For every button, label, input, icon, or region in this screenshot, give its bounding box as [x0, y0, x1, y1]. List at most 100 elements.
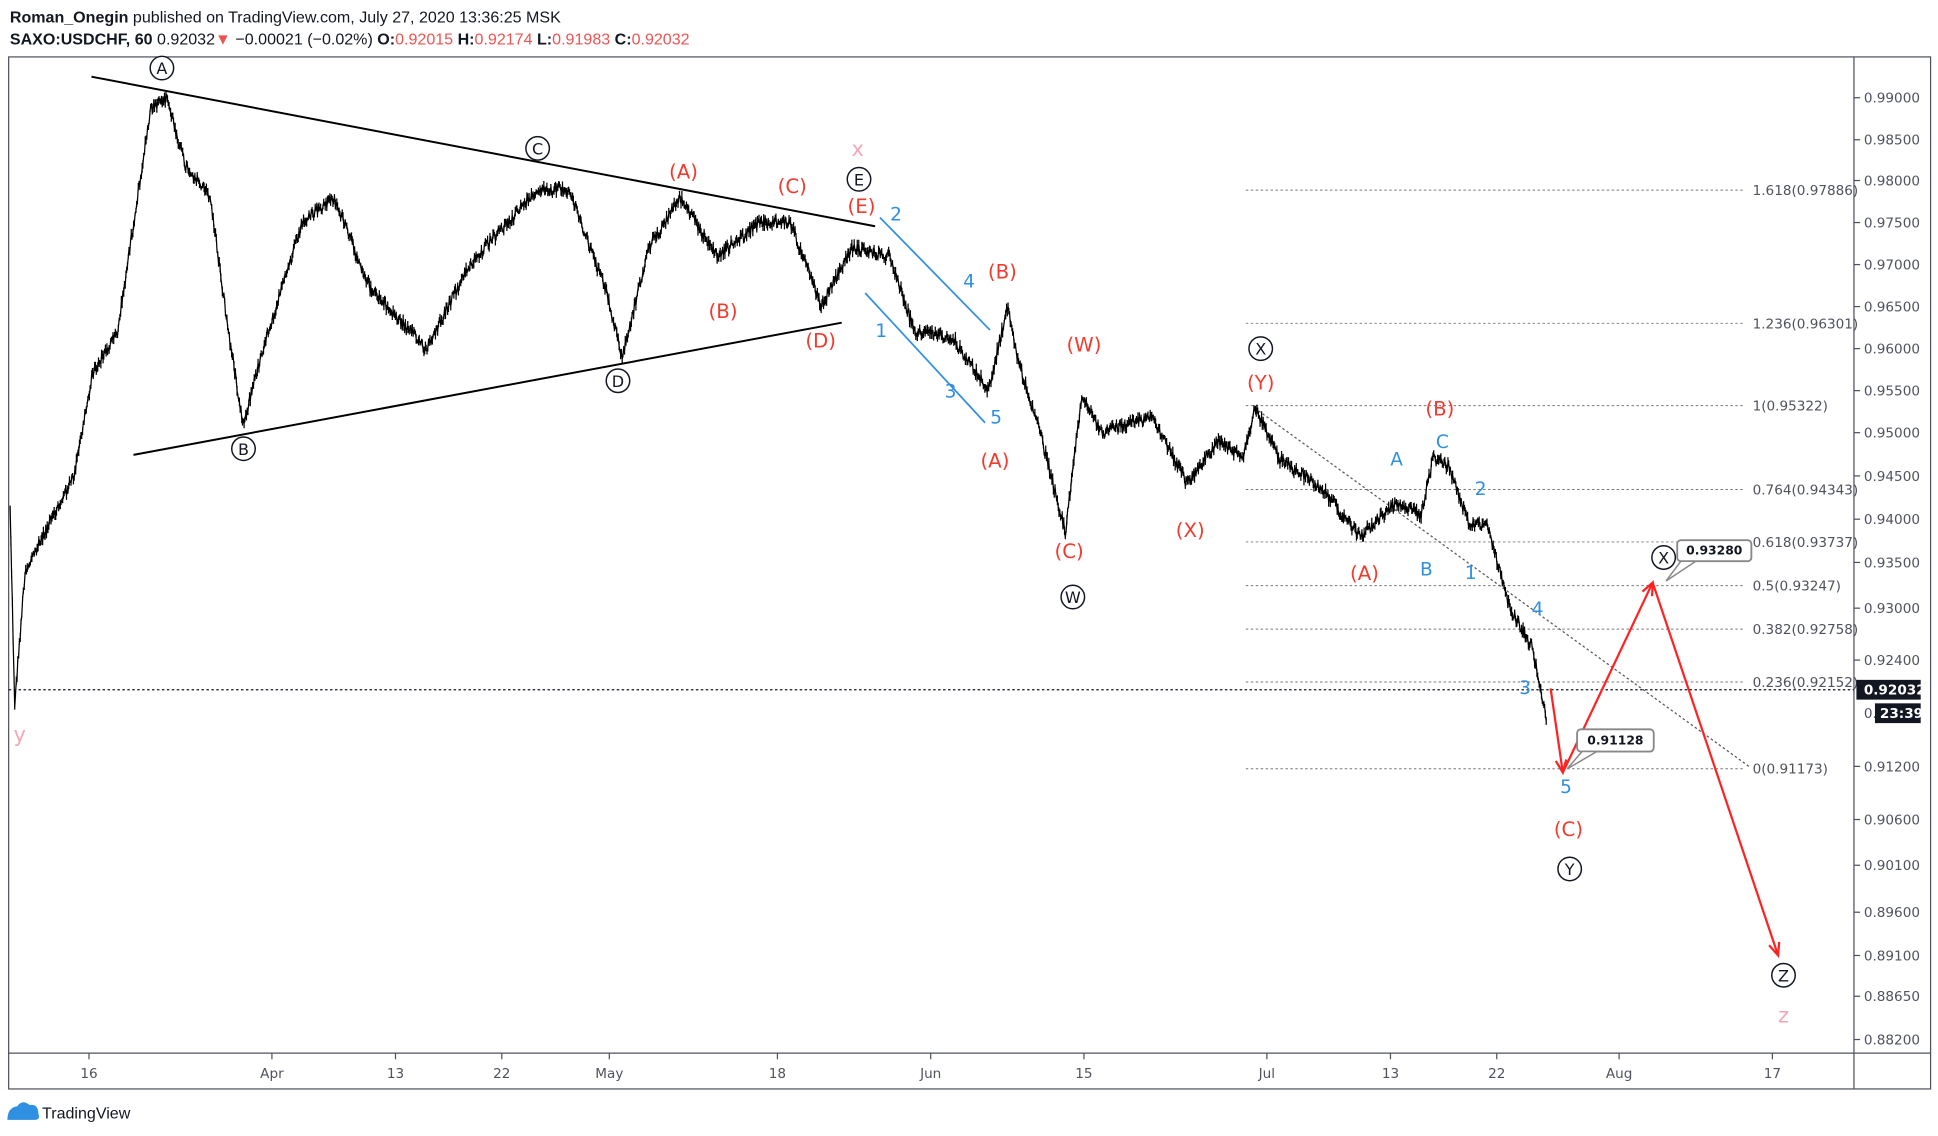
dotted-trendline[interactable]: [1254, 407, 1750, 767]
wave-label-blue[interactable]: B: [1420, 559, 1433, 580]
wave-label-circled[interactable]: D: [605, 368, 631, 394]
wave-label-pink[interactable]: x: [852, 136, 864, 161]
channel-lower-line[interactable]: [864, 292, 986, 424]
wave-label-blue[interactable]: 1: [1465, 563, 1477, 584]
wave-label-blue[interactable]: 5: [990, 407, 1002, 428]
projection-arrow[interactable]: [1651, 582, 1780, 956]
close-label: C:: [615, 31, 632, 49]
wave-label-circled[interactable]: X: [1651, 545, 1677, 570]
wave-label-blue[interactable]: 2: [1475, 479, 1487, 500]
wave-label-red[interactable]: (C): [1554, 818, 1583, 841]
arrow-head-icon: [1554, 759, 1568, 776]
price-series: [9, 91, 1547, 725]
wave-label-text: X: [1255, 340, 1266, 359]
price-tick-label: 0.89100: [1864, 948, 1920, 964]
wave-label-circled[interactable]: C: [525, 135, 551, 161]
wave-label-text: X: [1658, 549, 1669, 568]
price-tick-label: 0.96500: [1864, 300, 1920, 316]
wave-label-blue[interactable]: C: [1436, 432, 1449, 453]
last-price-badge: [1856, 679, 1921, 700]
wave-label-red[interactable]: (W): [1066, 333, 1101, 356]
wave-label-red[interactable]: (D): [805, 330, 836, 353]
wave-label-red[interactable]: (X): [1176, 519, 1205, 542]
brand-name: TradingView: [42, 1105, 131, 1123]
wave-label-red[interactable]: (C): [1054, 540, 1083, 563]
triangle-upper-trendline[interactable]: [91, 75, 876, 228]
circle-icon: [1651, 545, 1677, 570]
price-tick-label: 0.88200: [1864, 1032, 1920, 1048]
wave-labels[interactable]: A B C D E W X Y X Z (A) (C) (E) (B) (D) (B) (W) (A) (C) (X)…: [14, 55, 1796, 1027]
wave-label-red[interactable]: (E): [848, 195, 876, 218]
last-price: 0.92032: [157, 31, 215, 49]
price-tick-label: 0.90100: [1864, 858, 1920, 874]
chart-frame: [8, 56, 1932, 1090]
wave-label-pink[interactable]: z: [1778, 1002, 1789, 1027]
wave-label-circled[interactable]: B: [231, 436, 256, 462]
wave-label-blue[interactable]: 4: [1532, 599, 1544, 620]
time-tick-label: Jun: [919, 1066, 941, 1082]
wave-label-red[interactable]: (A): [669, 160, 698, 183]
wave-label-circled[interactable]: Z: [1771, 962, 1796, 988]
wave-label-blue[interactable]: 4: [963, 271, 975, 292]
wave-label-blue[interactable]: A: [1390, 449, 1403, 470]
channel-upper-line[interactable]: [879, 216, 991, 331]
wave-label-text: Z: [1778, 966, 1789, 985]
wave-label-pink[interactable]: y: [14, 722, 26, 747]
wave-label-circled[interactable]: W: [1060, 584, 1086, 610]
time-tick-label: 22: [493, 1066, 510, 1082]
wave-label-text: B: [238, 440, 249, 459]
wave-label-circled[interactable]: Y: [1557, 856, 1583, 882]
fib-level-label: 1.618(0.97886): [1753, 183, 1859, 199]
countdown-prefix: 0.: [1864, 706, 1877, 722]
triangle-lower-trendline[interactable]: [133, 321, 842, 456]
close-value: 0.92032: [632, 31, 690, 49]
wave-label-red[interactable]: (A): [1350, 562, 1379, 585]
wave-label-blue[interactable]: 2: [890, 205, 902, 226]
time-tick-label: Apr: [260, 1066, 284, 1082]
price-axis[interactable]: 0.99000 0.98500 0.98000 0.97500 0.97000 0.965…: [1853, 91, 1920, 1049]
tradingview-logo[interactable]: TradingView: [7, 1102, 131, 1123]
wave-label-red[interactable]: (B): [1425, 398, 1454, 421]
fib-level-label: 1.236(0.96301): [1753, 316, 1859, 332]
time-axis[interactable]: 16 Apr 13 22 May 18 Jun 15 Jul 13 22 Aug 17: [80, 1053, 1781, 1082]
low-label: L:: [537, 31, 552, 49]
price-tick-label: 0.94500: [1864, 469, 1920, 485]
wave-label-circled[interactable]: E: [846, 166, 872, 192]
fib-level-label: 1(0.95322): [1753, 399, 1828, 415]
wave-label-blue[interactable]: 1: [875, 321, 887, 342]
callout-093280[interactable]: 0.93280: [1665, 539, 1753, 582]
fib-level-label: 0.764(0.94343): [1753, 482, 1859, 498]
time-tick-label: May: [595, 1066, 623, 1082]
wave-label-red[interactable]: (B): [988, 260, 1017, 283]
wave-label-blue[interactable]: 3: [1519, 678, 1531, 699]
circle-icon: [1248, 336, 1274, 362]
callout-091128[interactable]: 0.91128: [1566, 728, 1655, 770]
projection-arrow[interactable]: [1549, 688, 1564, 773]
wave-label-blue[interactable]: 5: [1560, 777, 1572, 798]
circle-icon: [846, 166, 872, 192]
wave-label-blue[interactable]: 3: [945, 381, 957, 402]
wave-label-red[interactable]: (B): [709, 300, 738, 323]
fib-retracement[interactable]: 1.618(0.97886) 1.236(0.96301) 1(0.95322) 0.…: [1245, 183, 1859, 778]
projection-arrows[interactable]: [1549, 579, 1781, 959]
drawing-lines[interactable]: [8, 75, 1854, 767]
time-tick-label: 15: [1075, 1066, 1092, 1082]
circle-icon: [231, 436, 256, 462]
price-tick-label: 0.97000: [1864, 258, 1920, 274]
countdown-label: 23:39: [1880, 706, 1923, 722]
open-label: O:: [377, 31, 395, 49]
arrow-head-icon: [1768, 941, 1781, 959]
circle-icon: [149, 55, 175, 81]
wave-label-circled[interactable]: A: [149, 55, 175, 81]
time-tick-label: 18: [769, 1066, 786, 1082]
wave-label-text: C: [532, 140, 543, 159]
price-tick-label: 0.91200: [1864, 759, 1920, 775]
wave-label-red[interactable]: (Y): [1247, 372, 1275, 395]
price-tick-label: 0.95500: [1864, 384, 1920, 400]
circle-icon: [1060, 584, 1086, 610]
author-name[interactable]: Roman_Onegin: [10, 8, 129, 26]
wave-label-red[interactable]: (A): [980, 450, 1009, 473]
wave-label-red[interactable]: (C): [778, 175, 807, 198]
wave-label-circled[interactable]: X: [1248, 336, 1274, 362]
